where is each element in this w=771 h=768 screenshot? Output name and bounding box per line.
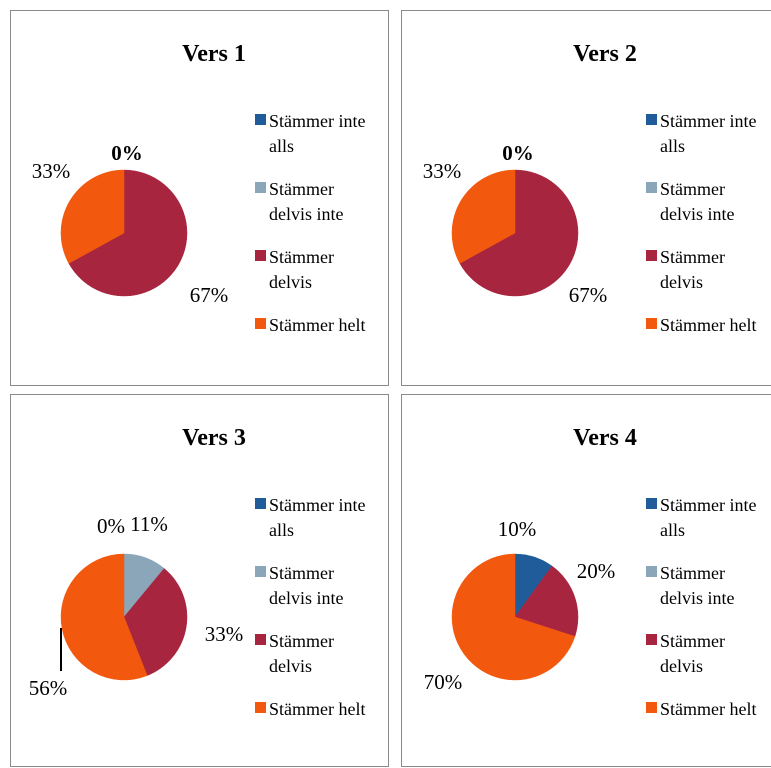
data-label: 70% bbox=[424, 670, 463, 694]
legend-label: Stämmer delvis bbox=[269, 247, 334, 292]
legend-label: Stämmer helt bbox=[269, 315, 366, 335]
legend-label: Stämmer inte alls bbox=[660, 111, 757, 156]
data-label: 67% bbox=[569, 283, 608, 307]
data-label: 20% bbox=[577, 559, 616, 583]
chart-panel: Vers 4 10% 20% 70% Stämmer inte alls Stämmer … bbox=[401, 394, 771, 767]
data-label: 56% bbox=[29, 676, 68, 700]
chart-panel: Vers 3 0% 11% 33% 56% Stämmer inte alls Stämme… bbox=[10, 394, 389, 767]
legend-swatch bbox=[646, 250, 657, 261]
pie-slice bbox=[60, 169, 125, 264]
pie-slice bbox=[123, 568, 188, 676]
legend-swatch bbox=[646, 182, 657, 193]
legend-swatch bbox=[255, 498, 266, 509]
pie-chart: 10% 20% 70% bbox=[424, 517, 616, 694]
chart-panel: Vers 2 0% 67% 33% Stämmer inte alls Stämmer d… bbox=[401, 10, 771, 386]
legend-label: Stämmer delvis inte bbox=[269, 563, 344, 608]
chart-title: Vers 4 bbox=[573, 425, 637, 451]
legend-swatch bbox=[646, 114, 657, 125]
legend-swatch bbox=[646, 634, 657, 645]
legend-swatch bbox=[646, 318, 657, 329]
data-label: 33% bbox=[423, 159, 462, 183]
legend-swatch bbox=[255, 250, 266, 261]
data-label: 11% bbox=[130, 512, 168, 536]
legend-swatch bbox=[255, 634, 266, 645]
legend-label: Stämmer helt bbox=[269, 699, 366, 719]
pie-slice bbox=[68, 169, 188, 297]
legend-swatch bbox=[646, 702, 657, 713]
pie-slice bbox=[459, 169, 579, 297]
chart-title: Vers 2 bbox=[573, 41, 637, 67]
data-label: 10% bbox=[498, 517, 537, 541]
data-label: 0% bbox=[111, 141, 143, 165]
pie-slice bbox=[514, 565, 579, 637]
legend-label: Stämmer helt bbox=[660, 315, 757, 335]
pie-slice bbox=[451, 553, 576, 681]
legend-label: Stämmer inte alls bbox=[269, 111, 366, 156]
data-label: 67% bbox=[190, 283, 229, 307]
legend-label: Stämmer delvis inte bbox=[269, 179, 344, 224]
legend-label: Stämmer helt bbox=[660, 699, 757, 719]
legend-swatch bbox=[255, 318, 266, 329]
data-label: 0% bbox=[502, 141, 534, 165]
chart-title: Vers 3 bbox=[182, 425, 246, 451]
legend-label: Stämmer delvis inte bbox=[660, 179, 735, 224]
pie-chart: 0% 67% 33% bbox=[423, 141, 608, 307]
legend-label: Stämmer inte alls bbox=[660, 495, 757, 540]
legend-label: Stämmer inte alls bbox=[269, 495, 366, 540]
legend-swatch bbox=[646, 498, 657, 509]
legend-label: Stämmer delvis inte bbox=[660, 563, 735, 608]
data-label: 33% bbox=[205, 622, 244, 646]
data-label: 0% bbox=[97, 514, 125, 538]
chart-panel: Vers 1 0% 67% 33% Stämmer inte alls Stämmer d… bbox=[10, 10, 389, 386]
legend-swatch bbox=[255, 702, 266, 713]
data-label: 33% bbox=[32, 159, 71, 183]
pie-slice bbox=[60, 553, 148, 681]
legend-label: Stämmer delvis bbox=[660, 247, 725, 292]
legend-swatch bbox=[255, 566, 266, 577]
legend-label: Stämmer delvis bbox=[269, 631, 334, 676]
legend-swatch bbox=[646, 566, 657, 577]
pie-chart: 0% 67% 33% bbox=[32, 141, 229, 307]
chart-title: Vers 1 bbox=[182, 41, 246, 67]
legend-swatch bbox=[255, 182, 266, 193]
legend-swatch bbox=[255, 114, 266, 125]
pie-slice bbox=[451, 169, 516, 264]
legend-label: Stämmer delvis bbox=[660, 631, 725, 676]
pie-chart: 0% 11% 33% 56% bbox=[29, 512, 244, 700]
